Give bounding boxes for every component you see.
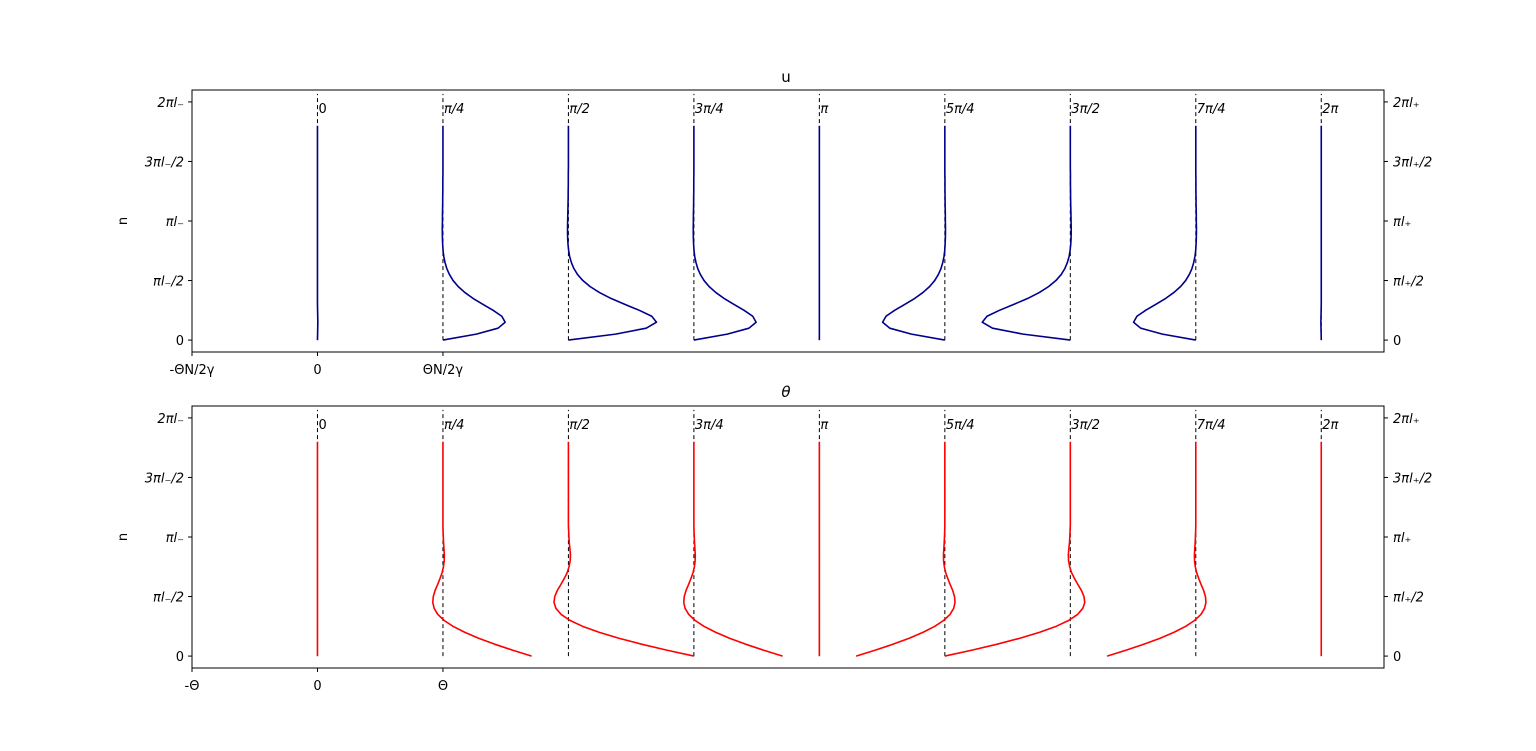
theta-profile-curve bbox=[1106, 441, 1207, 657]
u-profile-curve bbox=[441, 125, 506, 341]
theta-phase-label: 3π/4 bbox=[695, 418, 724, 433]
u-x-tick-label: -ΘN/2γ bbox=[170, 363, 215, 378]
theta-left-tick-label: 3πl₋/2 bbox=[145, 471, 184, 486]
theta-phase-label: 0 bbox=[318, 418, 326, 433]
u-phase-label: π bbox=[820, 102, 828, 117]
theta-panel: θ n 0 πl₋/2 πl₋ 3πl₋/2 2πl₋ 0 πl₊/2 πl₊ 3πl₊/2 2π… bbox=[116, 383, 1432, 694]
u-right-tick-label: 3πl₊/2 bbox=[1393, 155, 1432, 170]
theta-x-tick-label: Θ bbox=[438, 679, 448, 694]
u-phase-label: 0 bbox=[318, 102, 326, 117]
theta-phase-label: π/2 bbox=[569, 418, 589, 433]
theta-left-tick-label: 2πl₋ bbox=[157, 412, 184, 427]
theta-right-tick-label: πl₊ bbox=[1393, 531, 1411, 546]
u-panel-title: u bbox=[781, 68, 791, 86]
theta-left-tick-label: 0 bbox=[176, 650, 184, 665]
theta-phase-label: π bbox=[820, 418, 828, 433]
theta-left-tick-label: πl₋/2 bbox=[153, 591, 184, 606]
theta-phase-label: 2π bbox=[1322, 418, 1338, 433]
u-left-tick-label: πl₋ bbox=[166, 215, 184, 230]
theta-left-tick-label: πl₋ bbox=[166, 531, 184, 546]
theta-right-tick-label: πl₊/2 bbox=[1393, 591, 1424, 606]
theta-x-tick-label: 0 bbox=[313, 679, 321, 694]
u-left-tick-label: πl₋/2 bbox=[153, 275, 184, 290]
theta-phase-label: 5π/4 bbox=[946, 418, 975, 433]
u-right-tick-label: πl₊/2 bbox=[1393, 275, 1424, 290]
theta-right-tick-label: 3πl₊/2 bbox=[1393, 471, 1432, 486]
theta-panel-title: θ bbox=[781, 383, 790, 401]
theta-phase-label: 7π/4 bbox=[1197, 418, 1226, 433]
theta-x-tick-label: -Θ bbox=[185, 679, 200, 694]
theta-profile-curve bbox=[682, 441, 783, 657]
u-profile-curve bbox=[881, 125, 947, 341]
theta-panel-ylabel: n bbox=[116, 533, 131, 541]
u-phase-label: π/2 bbox=[569, 102, 589, 117]
u-phase-label: 7π/4 bbox=[1197, 102, 1226, 117]
theta-right-tick-label: 2πl₊ bbox=[1393, 412, 1420, 427]
u-left-tick-label: 2πl₋ bbox=[157, 96, 184, 111]
u-x-tick-label: 0 bbox=[313, 363, 321, 378]
u-right-tick-label: 2πl₊ bbox=[1393, 96, 1420, 111]
u-left-tick-label: 0 bbox=[176, 334, 184, 349]
u-profile-curve bbox=[1132, 125, 1198, 341]
theta-phase-label: 3π/2 bbox=[1071, 418, 1100, 433]
u-phase-label: 5π/4 bbox=[946, 102, 975, 117]
theta-profile-curve bbox=[944, 441, 1086, 657]
u-panel-ylabel: n bbox=[116, 217, 131, 225]
u-panel: u n 0 πl₋/2 πl₋ 3πl₋/2 2πl₋ 0 πl₊/2 πl₊ 3πl₊/2 2π… bbox=[116, 68, 1432, 378]
u-profile-curve bbox=[566, 125, 658, 341]
u-profile-curve bbox=[981, 125, 1072, 341]
theta-profile-curve bbox=[855, 441, 956, 657]
theta-profile-curve bbox=[553, 441, 695, 657]
u-phase-label: π/4 bbox=[444, 102, 464, 117]
theta-phase-label: π/4 bbox=[444, 418, 464, 433]
u-right-tick-label: 0 bbox=[1393, 334, 1401, 349]
u-phase-label: 3π/4 bbox=[695, 102, 724, 117]
u-phase-label: 2π bbox=[1322, 102, 1338, 117]
u-left-tick-label: 3πl₋/2 bbox=[145, 155, 184, 170]
u-profile-curve bbox=[692, 125, 757, 341]
u-right-tick-label: πl₊ bbox=[1393, 215, 1411, 230]
theta-profile-curve bbox=[431, 441, 532, 657]
theta-right-tick-label: 0 bbox=[1393, 650, 1401, 665]
u-phase-label: 3π/2 bbox=[1071, 102, 1100, 117]
u-x-tick-label: ΘN/2γ bbox=[423, 363, 464, 378]
